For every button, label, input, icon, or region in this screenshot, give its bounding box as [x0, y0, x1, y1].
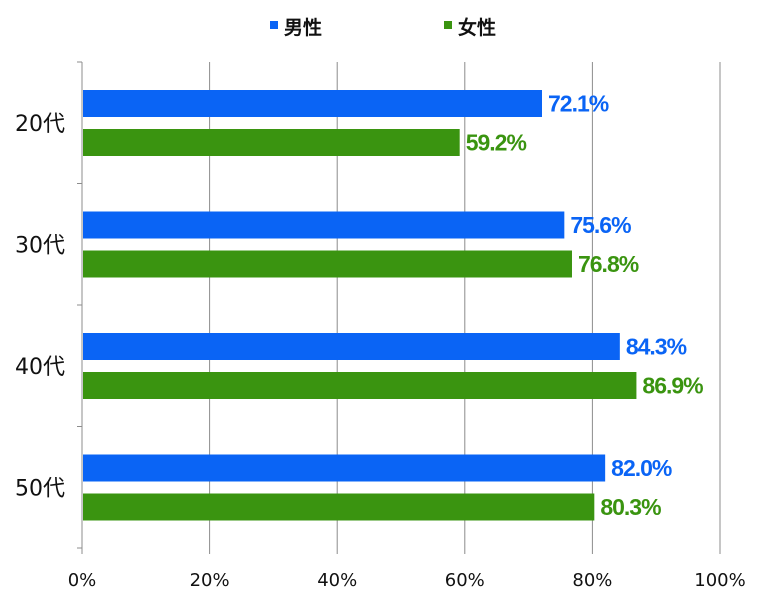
x-tick-label: 20% — [190, 570, 230, 591]
data-label: 76.8% — [578, 251, 639, 277]
x-tick-label: 0% — [68, 570, 97, 591]
data-label: 86.9% — [642, 373, 703, 399]
bar — [83, 90, 542, 117]
category-label: 50代 — [15, 476, 65, 501]
legend-swatch-female — [444, 21, 452, 29]
bars: 72.1% 59.2% 75.6% 76.8% 84.3% 86.9% 82.0% 80.3% — [83, 90, 704, 521]
bar — [83, 129, 460, 156]
data-label: 75.6% — [570, 212, 631, 238]
category-label: 20代 — [15, 112, 65, 137]
bar — [83, 493, 595, 521]
data-label: 80.3% — [600, 494, 661, 520]
bar — [83, 333, 620, 360]
legend: 男性 女性 — [270, 16, 496, 39]
legend-swatch-male — [270, 21, 278, 29]
category-label: 30代 — [15, 233, 65, 258]
data-label: 84.3% — [626, 334, 687, 360]
x-tick-label: 60% — [445, 570, 485, 591]
category-label: 40代 — [15, 355, 65, 380]
axes — [77, 61, 721, 554]
legend-label-male: 男性 — [284, 16, 322, 39]
x-tick-label: 40% — [317, 570, 357, 591]
data-label: 59.2% — [466, 130, 527, 156]
data-label: 82.0% — [611, 455, 672, 481]
bar — [83, 454, 606, 482]
bar — [83, 250, 572, 278]
data-label: 72.1% — [548, 91, 609, 117]
x-tick-label: 100% — [694, 570, 745, 591]
legend-label-female: 女性 — [458, 16, 496, 39]
bar — [83, 372, 637, 399]
x-tick-label: 80% — [572, 570, 612, 591]
category-labels: 20代 30代 40代 50代 — [15, 112, 65, 502]
bar — [83, 211, 565, 239]
tick-labels: 0% 20% 40% 60% 80% 100% — [68, 570, 746, 591]
